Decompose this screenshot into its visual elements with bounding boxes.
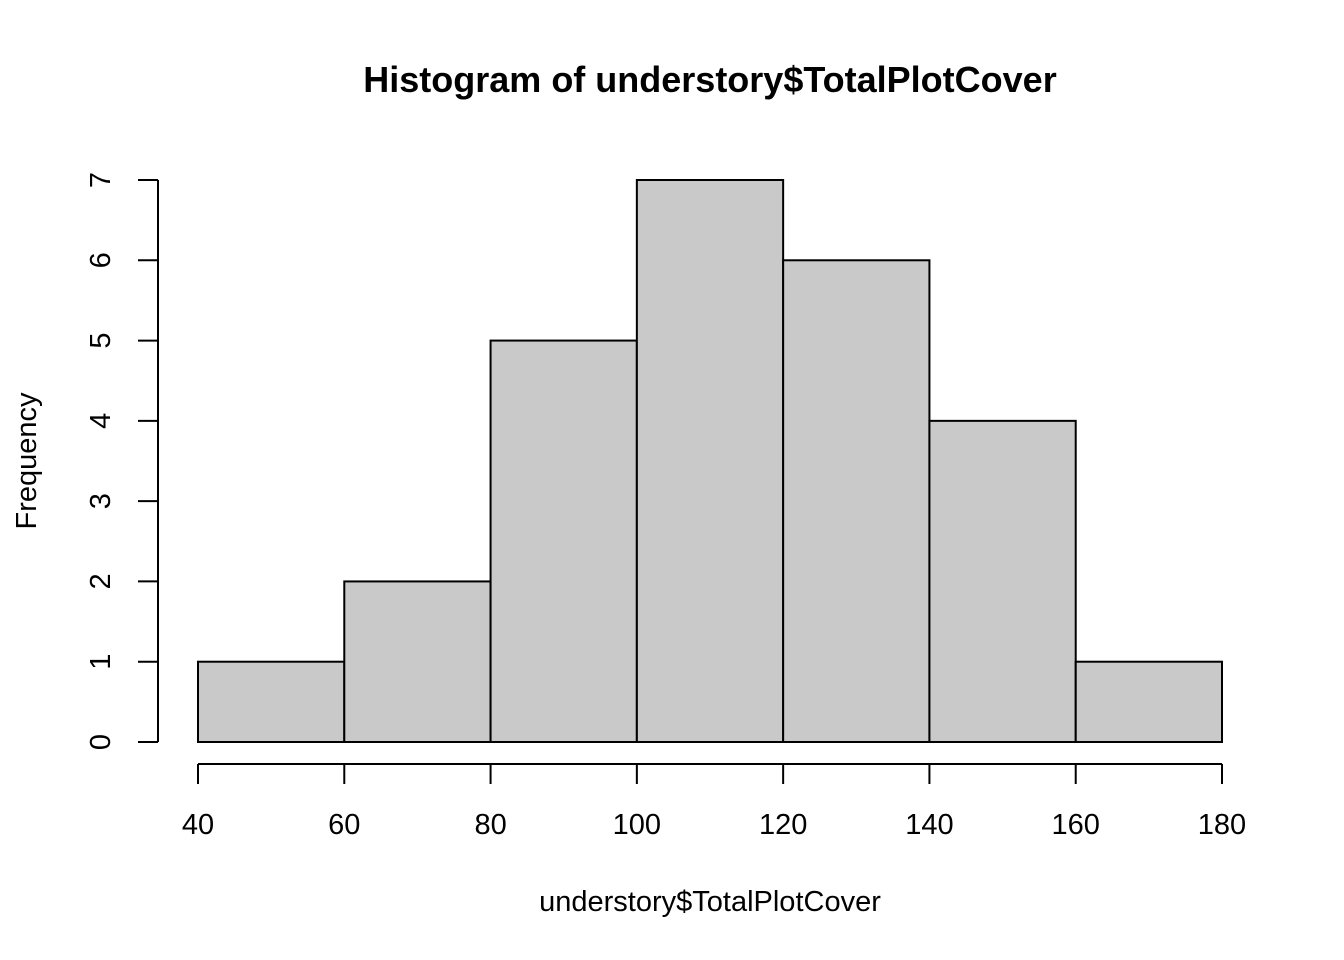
y-tick-label: 1 xyxy=(85,654,117,670)
y-axis-label: Frequency xyxy=(11,392,43,530)
y-tick-label: 5 xyxy=(85,333,117,349)
x-axis-label: understory$TotalPlotCover xyxy=(539,886,881,918)
chart-title: Histogram of understory$TotalPlotCover xyxy=(363,59,1056,100)
y-tick-label: 0 xyxy=(85,734,117,750)
x-tick-label: 160 xyxy=(1052,809,1100,841)
bars-group xyxy=(197,179,1223,744)
histogram-bar xyxy=(197,660,346,744)
y-tick-label: 4 xyxy=(85,413,117,429)
x-tick-label: 100 xyxy=(613,809,661,841)
histogram-bar xyxy=(782,259,931,743)
x-axis: 40 60 80 100 120 140 160 180 xyxy=(182,763,1246,841)
histogram-bar xyxy=(1074,660,1223,744)
x-tick-label: 80 xyxy=(474,809,506,841)
x-tick-label: 60 xyxy=(328,809,360,841)
y-tick-label: 3 xyxy=(85,493,117,509)
x-tick-label: 180 xyxy=(1198,809,1246,841)
x-tick-label: 40 xyxy=(182,809,214,841)
histogram-bar xyxy=(343,580,492,744)
y-tick-label: 6 xyxy=(85,252,117,268)
x-tick-label: 140 xyxy=(905,809,953,841)
y-tick-label: 2 xyxy=(85,573,117,589)
histogram-bar xyxy=(635,179,785,743)
x-tick-label: 120 xyxy=(759,809,807,841)
histogram-bar xyxy=(928,419,1077,743)
histogram-bar xyxy=(489,339,638,743)
y-axis: 0 1 2 3 4 5 6 7 xyxy=(85,172,159,750)
y-tick-label: 7 xyxy=(85,172,117,188)
